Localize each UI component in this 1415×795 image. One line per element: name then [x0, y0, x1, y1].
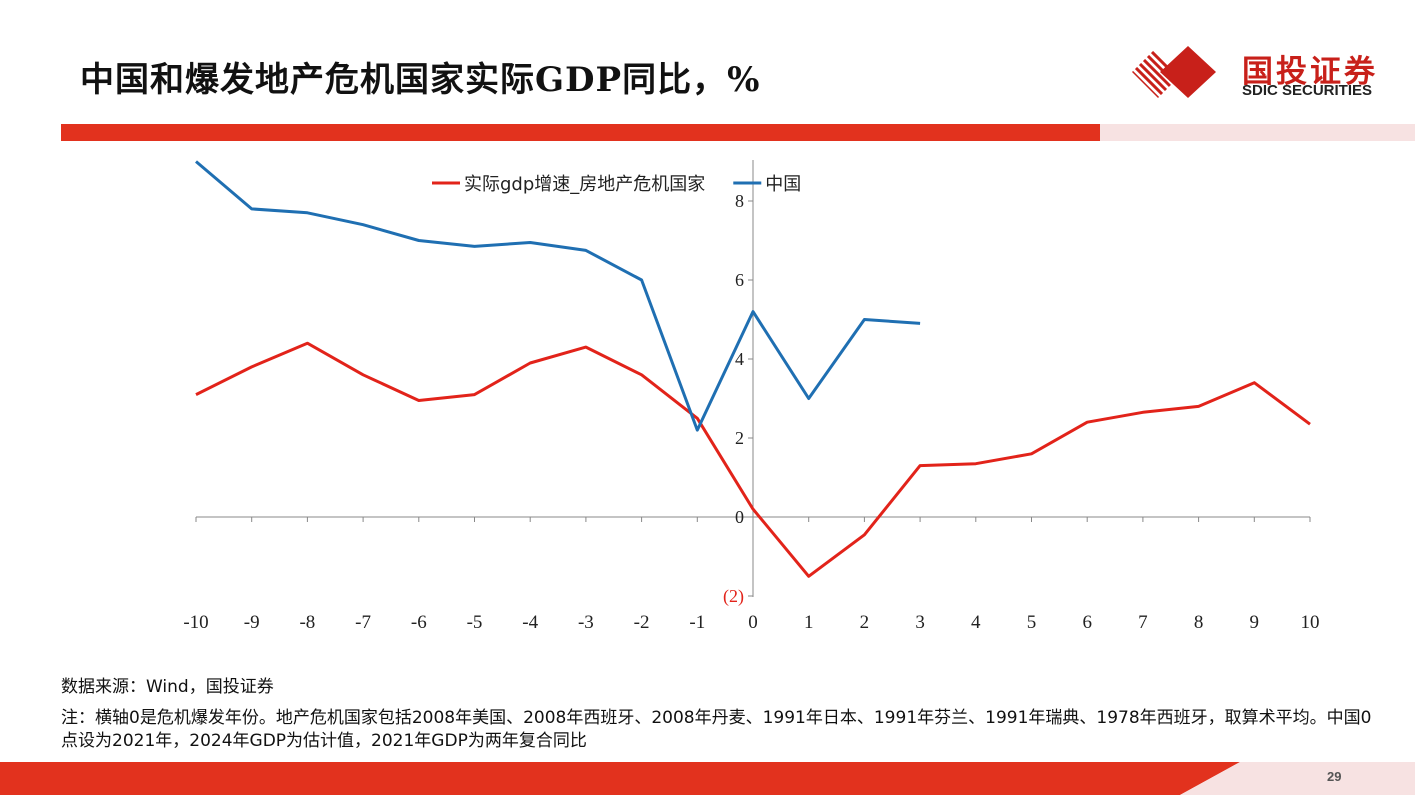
x-tick-label: 3	[915, 612, 925, 633]
x-tick-label: 0	[748, 612, 758, 633]
x-tick-label: 7	[1138, 612, 1148, 633]
x-tick-label: -8	[299, 612, 315, 633]
x-tick-label: -9	[244, 612, 260, 633]
sdic-logo-mark-icon	[1132, 46, 1216, 98]
x-tick-label: 4	[971, 612, 981, 633]
x-tick-label: -3	[578, 612, 594, 633]
x-tick-label: 8	[1194, 612, 1204, 633]
x-tick-label: -1	[689, 612, 705, 633]
page-title: 中国和爆发地产危机国家实际GDP同比，%	[80, 60, 761, 100]
y-tick-label: 6	[735, 270, 744, 290]
chart-note: 注：横轴0是危机爆发年份。地产危机国家包括2008年美国、2008年西班牙、20…	[61, 708, 1372, 751]
x-tick-label: 9	[1250, 612, 1260, 633]
x-tick-label: -2	[634, 612, 650, 633]
header-accent-bar-light	[1100, 124, 1415, 141]
header-accent-bar	[61, 124, 1100, 141]
x-tick-label: -6	[411, 612, 427, 633]
series-line-crisis-countries	[195, 341, 1311, 578]
series-line-china	[195, 160, 921, 432]
logo-chinese-text: 国投证券	[1242, 54, 1378, 90]
x-tick-label: 10	[1301, 612, 1320, 633]
chart-series	[195, 160, 1311, 578]
chart-axes: -10 -9 -8 -7 -6 -5 -4 -3 -2 -1 0 1 2 3 4 5 6 7 8 9 10(2)0246…	[183, 160, 1320, 633]
x-tick-label: -7	[355, 612, 371, 633]
x-tick-label: 1	[804, 612, 814, 633]
y-tick-label: 0	[735, 507, 744, 527]
footer-bar-light	[1180, 762, 1415, 795]
footer-bar-red	[0, 762, 1240, 795]
legend-label: 中国	[765, 174, 801, 195]
page-number: 29	[1327, 769, 1342, 784]
y-tick-label: 4	[735, 349, 744, 369]
x-tick-label: -10	[183, 612, 208, 633]
x-tick-label: 6	[1082, 612, 1092, 633]
y-tick-label: (2)	[723, 586, 744, 607]
y-tick-label: 2	[735, 428, 744, 448]
data-source: 数据来源：Wind，国投证券	[61, 677, 274, 697]
x-tick-label: -4	[522, 612, 538, 633]
logo-english-text: SDIC SECURITIES	[1242, 82, 1373, 99]
x-tick-label: 5	[1027, 612, 1037, 633]
sdic-logo: 国投证券 SDIC SECURITIES	[1130, 44, 1400, 100]
legend-label: 实际gdp增速_房地产危机国家	[464, 174, 705, 195]
x-tick-label: -5	[467, 612, 483, 633]
chart-legend: 实际gdp增速_房地产危机国家 中国	[432, 174, 801, 195]
y-tick-label: 8	[735, 191, 744, 211]
x-tick-label: 2	[860, 612, 870, 633]
